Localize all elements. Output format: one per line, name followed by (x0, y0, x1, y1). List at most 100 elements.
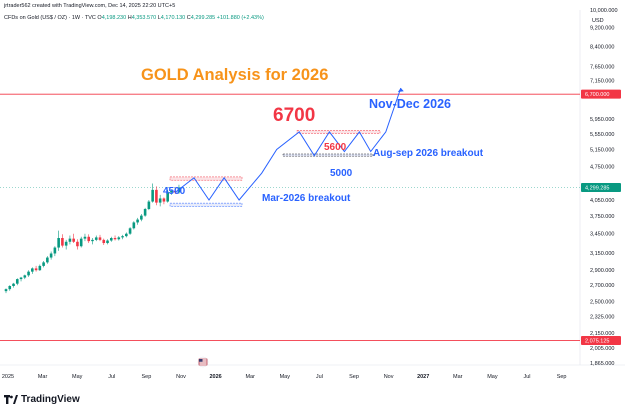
x-tick-label: Mar (245, 374, 255, 380)
candle-body (106, 240, 109, 244)
projection-arrowhead (397, 87, 404, 92)
high-value: 4,353.570 (131, 15, 157, 21)
candle-body (79, 238, 83, 247)
x-tick-label: 2027 (417, 374, 429, 380)
candle-body (76, 241, 79, 247)
y-tick-label: 2,700.000 (590, 283, 614, 289)
y-tick-label: 7,150.000 (590, 79, 614, 85)
y-tick-label: 4,750.000 (590, 164, 614, 170)
candle-body (46, 257, 49, 263)
price-badge (581, 336, 621, 346)
y-tick-label: 9,200.000 (590, 26, 614, 32)
candle-body (8, 286, 12, 290)
price-badge-label: 4,299.285 (585, 185, 609, 191)
candle-body (170, 190, 173, 193)
change-value: +101.880 (+2.43%) (216, 15, 264, 21)
candle-body (4, 289, 8, 292)
symbol-info: CFDs on Gold (US$ / OZ) · 1W · TVC O4,19… (4, 15, 264, 21)
y-tick-label: 3,150.000 (590, 251, 614, 257)
chart-credit: jrtrader562 created with TradingView.com… (4, 3, 176, 9)
x-tick-label: Sep (142, 374, 152, 380)
candle-body (15, 279, 19, 284)
candle-body (83, 236, 87, 239)
candle-body (166, 192, 169, 202)
candle-body (91, 239, 94, 242)
candle-body (68, 238, 72, 242)
candle-body (125, 233, 128, 237)
tradingview-logo-icon (4, 395, 18, 404)
candle-body (98, 237, 102, 240)
x-tick-label: May (72, 374, 83, 380)
candle-body (162, 198, 166, 202)
chart-title: GOLD Analysis for 2026 (141, 66, 328, 84)
candle-body (49, 253, 53, 258)
y-tick-label: 4,050.000 (590, 198, 614, 204)
label-6700: 6700 (273, 105, 315, 126)
y-tick-label: 8,400.000 (590, 45, 614, 51)
candle-body (158, 198, 162, 203)
label-5600: 5600 (324, 142, 347, 153)
x-tick-label: May (280, 374, 291, 380)
candle-body (147, 201, 151, 210)
y-tick-label: 3,450.000 (590, 232, 614, 238)
y-tick-label: 10,000.000 (590, 8, 618, 14)
candle-body (140, 215, 143, 220)
price-badge-label: 2,075.125 (585, 339, 609, 345)
y-tick-label: 3,750.000 (590, 214, 614, 220)
symbol-name[interactable]: CFDs on Gold (US$ / OZ) · 1W · TVC (4, 15, 96, 21)
candle-body (132, 222, 136, 229)
label-aug-sep-breakout: Aug-sep 2026 breakout (373, 148, 484, 159)
candle-body (23, 275, 27, 278)
candle-body (102, 239, 106, 244)
candle-body (143, 209, 147, 216)
y-tick-label: 2,500.000 (590, 299, 614, 305)
candle-body (151, 189, 154, 202)
projection-path (174, 87, 402, 201)
y-tick-label: 5,950.000 (590, 117, 614, 123)
candle-body (42, 262, 45, 266)
candle-body (31, 268, 34, 272)
y-tick-label: 1,865.000 (590, 361, 614, 367)
price-badge (581, 89, 621, 99)
x-tick-label: May (487, 374, 498, 380)
candle-body (72, 238, 75, 242)
y-tick-label: 2,150.000 (590, 331, 614, 337)
y-tick-label: 2,005.000 (590, 346, 614, 352)
label-4500: 4500 (163, 186, 186, 197)
candle-body (12, 283, 15, 287)
candle-body (136, 219, 139, 223)
high-label: H (127, 15, 132, 21)
label-mar-breakout: Mar-2026 breakout (262, 193, 351, 204)
open-value: 4,198.230 (101, 15, 127, 21)
candle-body (38, 265, 42, 271)
currency-label: USD (592, 18, 604, 24)
x-tick-label: Nov (176, 374, 186, 380)
candle-body (121, 236, 124, 238)
price-badge-label: 6,700.000 (585, 92, 609, 98)
x-tick-label: Nov (384, 374, 394, 380)
price-badge (581, 182, 621, 192)
candle-body (64, 241, 68, 246)
candle-body (109, 238, 113, 241)
x-tick-label: Sep (557, 374, 567, 380)
zone-4500 (169, 176, 243, 181)
x-tick-label: Jul (316, 374, 323, 380)
candle-body (34, 268, 38, 271)
label-nov-dec-2026: Nov-Dec 2026 (369, 97, 451, 111)
candle-body (128, 228, 132, 234)
candle-body (173, 190, 177, 193)
y-tick-label: 7,650.000 (590, 64, 614, 70)
zone-4000 (169, 202, 243, 207)
candle-body (61, 238, 64, 246)
label-5000: 5000 (330, 168, 353, 179)
tradingview-logo[interactable]: TradingView (4, 394, 80, 405)
candle-body (19, 277, 23, 280)
y-tick-label: 5,150.000 (590, 147, 614, 153)
flag-canton (199, 359, 203, 362)
zone-5600 (296, 130, 381, 134)
x-tick-label: 2026 (209, 374, 221, 380)
us-flag-icon (198, 358, 208, 366)
zone-5000 (282, 153, 374, 157)
x-tick-label: Jul (108, 374, 115, 380)
